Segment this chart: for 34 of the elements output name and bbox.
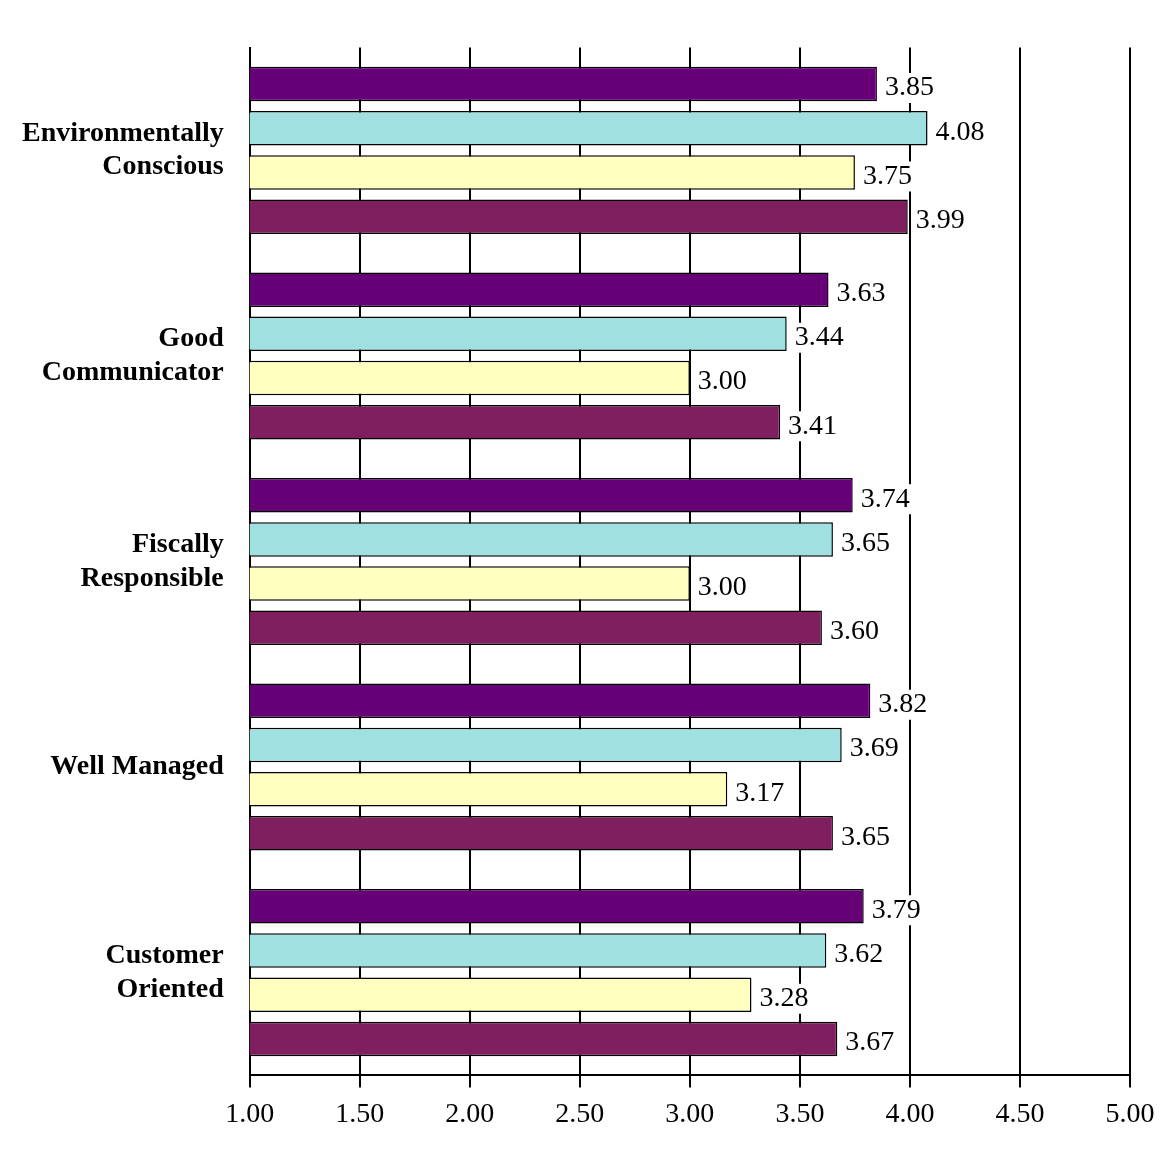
- data-label: 3.62: [834, 936, 884, 968]
- y-tick-label: Environmentally Conscious: [21, 115, 224, 181]
- data-label: 3.99: [915, 203, 965, 235]
- x-tick-label: 4.00: [885, 1096, 935, 1128]
- y-tick-label: Well Managed: [50, 749, 225, 781]
- x-tick-label: 2.50: [555, 1096, 605, 1128]
- data-label: 3.00: [697, 569, 747, 601]
- data-label: 3.00: [697, 364, 747, 396]
- data-label: 3.69: [849, 731, 899, 763]
- data-label: 4.08: [935, 114, 985, 146]
- y-tick-label: Fiscally Responsible: [80, 526, 224, 592]
- x-tick-label: 3.00: [665, 1096, 715, 1128]
- data-label: 3.65: [840, 525, 890, 557]
- data-label: 3.60: [829, 614, 879, 646]
- data-label: 3.85: [884, 70, 934, 102]
- x-tick-label: 1.00: [225, 1096, 275, 1128]
- data-label: 3.74: [860, 481, 910, 513]
- data-label: 3.65: [840, 819, 890, 851]
- data-label: 3.79: [871, 892, 921, 924]
- y-tick-label: Good Communicator: [41, 321, 225, 386]
- data-label: 3.17: [735, 775, 785, 807]
- x-tick-label: 3.50: [775, 1096, 825, 1128]
- x-tick-label: 2.00: [445, 1096, 495, 1128]
- data-label: 3.82: [878, 687, 928, 719]
- data-label: 3.63: [836, 276, 886, 308]
- x-tick-label: 4.50: [995, 1096, 1045, 1128]
- x-tick-label: 1.50: [335, 1096, 385, 1128]
- data-label: 3.44: [794, 320, 844, 352]
- data-label: 3.41: [788, 408, 838, 440]
- data-label: 3.75: [862, 158, 912, 190]
- x-tick-label: 5.00: [1105, 1096, 1155, 1128]
- data-label: 3.67: [845, 1025, 895, 1057]
- y-tick-label: Customer Oriented: [105, 938, 225, 1003]
- data-label: 3.28: [759, 981, 809, 1013]
